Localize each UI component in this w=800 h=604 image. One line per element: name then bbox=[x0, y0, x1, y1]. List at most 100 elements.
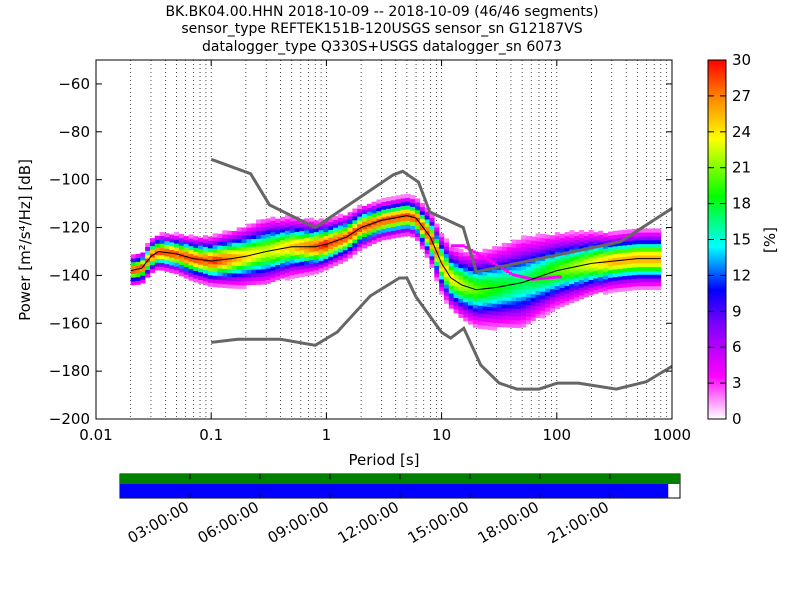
colorbar-tick-label: 9 bbox=[732, 302, 742, 320]
heatmap-cell bbox=[588, 291, 594, 296]
heatmap-cell bbox=[236, 227, 242, 232]
heatmap-cell bbox=[284, 249, 291, 254]
heatmap-cell bbox=[583, 235, 589, 240]
heatmap-cell bbox=[612, 253, 618, 258]
heatmap-cell bbox=[450, 244, 454, 248]
heatmap-cell bbox=[574, 235, 580, 240]
heatmap-cell bbox=[472, 296, 478, 301]
heatmap-cell bbox=[227, 246, 233, 251]
heatmap-cell bbox=[207, 267, 213, 272]
heatmap-cell bbox=[463, 290, 469, 295]
heatmap-cell bbox=[588, 237, 594, 242]
heatmap-cell bbox=[169, 265, 175, 270]
heatmap-cell bbox=[482, 290, 488, 295]
title-line-1: BK.BK04.00.HHN 2018-10-09 -- 2018-10-09 … bbox=[165, 4, 598, 20]
heatmap-cell bbox=[612, 284, 618, 289]
heatmap-cell bbox=[309, 271, 315, 276]
heatmap-cell bbox=[347, 242, 353, 247]
heatmap-cell bbox=[410, 206, 416, 211]
heatmap-cell bbox=[559, 268, 565, 273]
heatmap-cell bbox=[236, 277, 242, 282]
heatmap-cell bbox=[443, 276, 450, 281]
heatmap-cell bbox=[607, 266, 613, 271]
heatmap-cell bbox=[265, 256, 271, 261]
heatmap-cell bbox=[352, 220, 358, 225]
heatmap-cell bbox=[559, 291, 565, 296]
heatmap-cell bbox=[516, 278, 522, 283]
heatmap-cell bbox=[289, 217, 295, 222]
heatmap-cell bbox=[506, 292, 512, 298]
heatmap-cell bbox=[371, 213, 377, 218]
heatmap-cell bbox=[352, 216, 358, 221]
heatmap-cell bbox=[631, 251, 638, 256]
heatmap-cell bbox=[569, 283, 575, 288]
heatmap-cell bbox=[395, 229, 401, 234]
heatmap-cell bbox=[496, 273, 503, 278]
heatmap-cell bbox=[530, 313, 536, 318]
heatmap-cell bbox=[275, 237, 281, 243]
heatmap-cell bbox=[357, 216, 363, 221]
heatmap-cell bbox=[400, 217, 406, 222]
heatmap-cell bbox=[154, 258, 160, 263]
heatmap-cell bbox=[617, 272, 623, 277]
heatmap-cell bbox=[641, 236, 647, 241]
heatmap-cell bbox=[516, 251, 522, 256]
heatmap-cell bbox=[415, 229, 421, 234]
heatmap-cell bbox=[521, 300, 527, 305]
heatmap-cell bbox=[376, 230, 382, 235]
heatmap-cell bbox=[395, 210, 401, 215]
heatmap-cell bbox=[631, 228, 638, 233]
heatmap-cell bbox=[429, 240, 435, 245]
heatmap-cell bbox=[535, 248, 541, 253]
heatmap-cell bbox=[260, 269, 266, 274]
heatmap-cell bbox=[593, 255, 599, 260]
heatmap-cell bbox=[617, 280, 623, 285]
heatmap-cell bbox=[260, 253, 266, 258]
heatmap-cell bbox=[627, 256, 633, 261]
heatmap-cell bbox=[386, 219, 392, 225]
heatmap-cell bbox=[198, 256, 204, 261]
heatmap-cell bbox=[492, 322, 498, 327]
heatmap-cell bbox=[415, 206, 421, 211]
heatmap-cell bbox=[395, 218, 401, 223]
heatmap-cell bbox=[227, 238, 233, 243]
heatmap-cell bbox=[419, 203, 425, 208]
x-tick-label: 1 bbox=[322, 426, 332, 444]
heatmap-cell bbox=[154, 247, 160, 252]
heatmap-cell bbox=[496, 261, 503, 266]
heatmap-cell bbox=[424, 215, 430, 220]
heatmap-cell bbox=[251, 254, 257, 259]
heatmap-cell bbox=[463, 313, 469, 318]
heatmap-cell bbox=[318, 237, 324, 242]
heatmap-cell bbox=[501, 277, 507, 282]
heatmap-cell bbox=[463, 256, 469, 261]
heatmap-cell bbox=[656, 239, 662, 245]
heatmap-cell bbox=[362, 221, 368, 226]
heatmap-cell bbox=[612, 234, 618, 239]
heatmap-cell bbox=[463, 267, 469, 272]
heatmap-cell bbox=[202, 269, 209, 274]
heatmap-cell bbox=[521, 296, 527, 301]
heatmap-cell bbox=[535, 283, 541, 288]
heatmap-cell bbox=[424, 238, 430, 243]
heatmap-cell bbox=[554, 247, 560, 252]
title-line-2: sensor_type REFTEK151B-120USGS sensor_sn… bbox=[181, 21, 582, 37]
heatmap-cell bbox=[212, 256, 218, 261]
heatmap-cell bbox=[222, 276, 228, 281]
heatmap-cell bbox=[459, 244, 463, 248]
heatmap-cell bbox=[517, 274, 521, 278]
heatmap-cell bbox=[193, 259, 199, 264]
heatmap-cell bbox=[496, 296, 503, 301]
heatmap-cell bbox=[415, 209, 421, 215]
heatmap-cell bbox=[309, 259, 315, 264]
heatmap-cell bbox=[578, 245, 585, 250]
heatmap-cell bbox=[487, 295, 493, 300]
heatmap-cell bbox=[627, 244, 633, 249]
heatmap-cell bbox=[574, 247, 580, 252]
heatmap-cell bbox=[487, 276, 493, 281]
heatmap-cell bbox=[496, 257, 503, 263]
heatmap-cell bbox=[198, 241, 204, 246]
heatmap-cell bbox=[231, 246, 238, 251]
heatmap-cell bbox=[275, 241, 281, 246]
